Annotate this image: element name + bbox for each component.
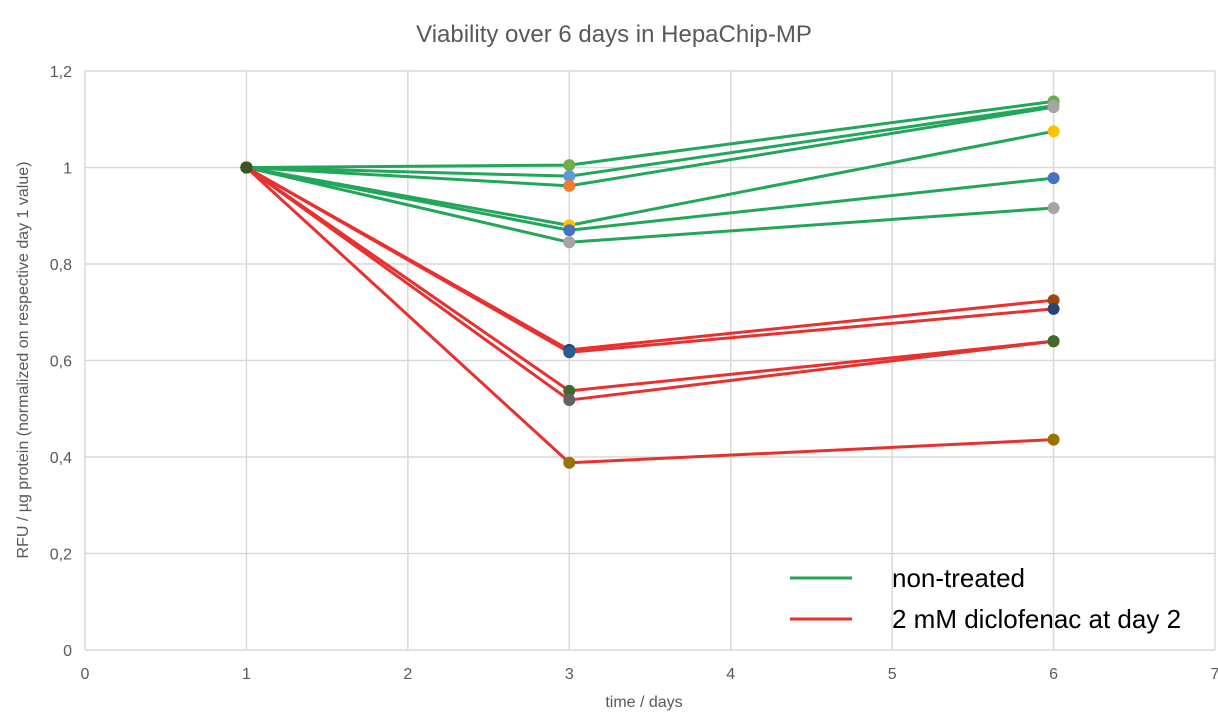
data-point-series-6 [1047, 202, 1060, 215]
chart-title: Viability over 6 days in HepaChip-MP [416, 21, 812, 48]
x-tick-label: 1 [242, 666, 251, 683]
data-point-series-5 [1047, 172, 1060, 185]
series-lines [244, 99, 1056, 465]
data-point-series-3 [1047, 101, 1060, 114]
data-point-series-4 [1047, 125, 1060, 138]
data-point-series-5 [563, 224, 576, 237]
data-point-series-1 [563, 159, 576, 172]
legend-label-diclofenac: 2 mM diclofenac at day 2 [892, 604, 1181, 634]
data-point-series-8 [563, 346, 576, 359]
series-line-10 [244, 166, 1056, 402]
data-point-series-10 [1047, 335, 1060, 348]
x-tick-label: 6 [1049, 666, 1058, 683]
x-axis-title: time / days [605, 694, 682, 711]
y-tick-label: 0,8 [50, 257, 72, 274]
x-tick-label: 5 [888, 666, 897, 683]
data-point-series-9 [563, 384, 576, 397]
y-tick-label: 0,4 [50, 450, 72, 467]
y-tick-label: 0,2 [50, 547, 72, 564]
tick-labels: 0 1 2 3 4 5 6 7 0 0,2 0,4 0,6 0,8 1 1,2 [50, 64, 1218, 683]
y-tick-label: 0 [63, 643, 72, 660]
series-line-4 [244, 129, 1056, 227]
data-markers [240, 95, 1060, 469]
y-tick-label: 0,6 [50, 354, 72, 371]
series-line-5 [244, 166, 1056, 232]
legend: non-treated 2 mM diclofenac at day 2 [790, 563, 1181, 634]
x-tick-label: 2 [403, 666, 412, 683]
y-tick-label: 1,2 [50, 64, 72, 81]
data-point-series-11 [1047, 433, 1060, 446]
data-point-series-6 [563, 236, 576, 249]
data-point-series-11 [240, 161, 253, 174]
data-point-series-2 [563, 170, 576, 183]
x-tick-label: 7 [1211, 666, 1218, 683]
data-point-series-7 [1047, 294, 1060, 307]
legend-label-non-treated: non-treated [892, 563, 1025, 593]
grid [84, 70, 1216, 651]
series-line-6 [244, 166, 1056, 244]
series-line-3 [244, 105, 1056, 188]
x-tick-label: 4 [726, 666, 735, 683]
y-tick-label: 1 [63, 161, 72, 178]
data-point-series-3 [563, 179, 576, 192]
data-point-series-10 [563, 394, 576, 407]
x-tick-label: 3 [565, 666, 574, 683]
data-point-series-11 [563, 456, 576, 469]
y-axis-title: RFU / µg protein (normalized on respecti… [15, 162, 32, 559]
series-line-11 [244, 166, 1056, 465]
data-point-series-8 [1047, 302, 1060, 315]
series-line-1 [244, 99, 1056, 169]
x-tick-label: 0 [81, 666, 90, 683]
